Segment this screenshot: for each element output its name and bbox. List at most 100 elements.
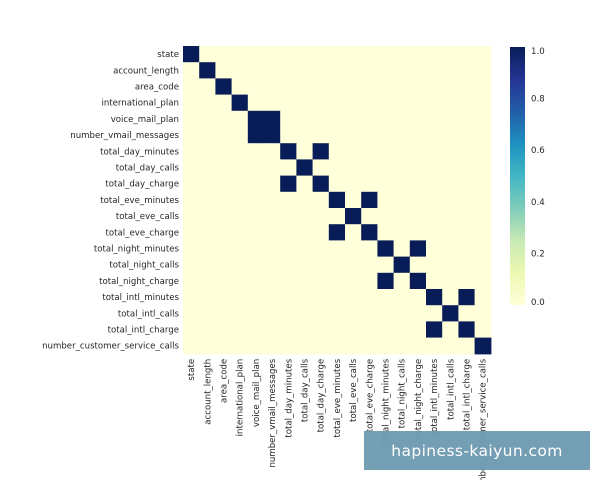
heatmap-cell [442, 46, 459, 63]
heatmap-cell [458, 337, 476, 355]
heatmap-cell [345, 127, 362, 144]
heatmap-cell [296, 321, 314, 339]
heatmap-cell [458, 240, 476, 258]
heatmap-cell [264, 78, 281, 96]
heatmap-cell [312, 240, 330, 258]
heatmap-cell [474, 94, 492, 112]
heatmap-cell [199, 127, 216, 144]
heatmap-cell [247, 224, 265, 241]
heatmap-cell [426, 110, 443, 128]
column-label: total_day_charge [317, 359, 327, 433]
heatmap-cell [377, 46, 395, 63]
heatmap-cell [361, 110, 378, 128]
heatmap-cell [426, 240, 443, 258]
row-label: voice_mail_plan [111, 115, 179, 125]
heatmap-cell [247, 127, 265, 144]
heatmap-cell [183, 208, 200, 225]
heatmap-cell [247, 337, 265, 355]
heatmap-cell [215, 240, 233, 258]
heatmap-cell [442, 289, 459, 306]
heatmap-cell [458, 321, 476, 339]
heatmap-cell [458, 272, 476, 290]
heatmap-cell [345, 94, 362, 112]
heatmap-cell [296, 289, 314, 306]
heatmap-cell [345, 143, 362, 160]
heatmap-cell [377, 127, 395, 144]
heatmap-cell [247, 78, 265, 96]
heatmap-cell [199, 256, 216, 274]
heatmap-cell [426, 305, 443, 322]
heatmap-cell [280, 94, 297, 112]
heatmap-cell [409, 208, 427, 225]
heatmap-cell [377, 159, 395, 177]
heatmap-cell [409, 110, 427, 128]
heatmap-cell [458, 159, 476, 177]
heatmap-cell [296, 208, 314, 225]
heatmap-cell [409, 62, 427, 79]
heatmap-cell [458, 62, 476, 79]
heatmap-cell [280, 289, 297, 306]
heatmap-cell [361, 94, 378, 112]
heatmap-cell [312, 321, 330, 339]
heatmap-cell [312, 62, 330, 79]
heatmap-cell [377, 289, 395, 306]
heatmap-cell [361, 191, 378, 209]
heatmap-cell [409, 94, 427, 112]
heatmap-cell [361, 224, 378, 241]
colorbar-tick-label: 1.0 [531, 47, 545, 57]
heatmap-cell [458, 78, 476, 96]
heatmap-cell [377, 143, 395, 160]
heatmap-cell [458, 143, 476, 160]
heatmap-cell [377, 321, 395, 339]
row-label: total_day_minutes [100, 147, 179, 157]
row-label: total_eve_charge [106, 228, 179, 238]
heatmap-cell [264, 127, 281, 144]
heatmap-cell [393, 337, 411, 355]
heatmap-cell [328, 321, 346, 339]
row-label: international_plan [101, 99, 179, 109]
heatmap-cell [426, 191, 443, 209]
heatmap-cell [442, 62, 459, 79]
row-label: total_intl_calls [118, 309, 180, 319]
heatmap-cell [280, 62, 297, 79]
heatmap-cell [409, 46, 427, 63]
heatmap-cell [377, 191, 395, 209]
heatmap-cell [409, 127, 427, 144]
heatmap-cell [328, 94, 346, 112]
column-label: total_day_calls [301, 358, 311, 422]
heatmap-cell [474, 272, 492, 290]
heatmap-cell [215, 94, 233, 112]
heatmap-cell [231, 240, 249, 258]
heatmap-cell [409, 224, 427, 241]
heatmap-cell [426, 289, 443, 306]
row-label: total_night_calls [109, 261, 179, 271]
heatmap-cell [231, 321, 249, 339]
heatmap-cell [442, 191, 459, 209]
heatmap-cell [247, 175, 265, 193]
heatmap-cell [474, 110, 492, 128]
heatmap-cell [215, 127, 233, 144]
heatmap-cell [183, 62, 200, 79]
heatmap-cell [231, 159, 249, 177]
heatmap-cell [231, 224, 249, 241]
heatmap-cell [215, 337, 233, 355]
heatmap-cell [264, 208, 281, 225]
heatmap-cell [231, 256, 249, 274]
heatmap-cell [264, 110, 281, 128]
heatmap-cell [442, 159, 459, 177]
heatmap-cell [409, 305, 427, 322]
heatmap-cell [264, 94, 281, 112]
heatmap-cell [442, 208, 459, 225]
heatmap-cell [474, 62, 492, 79]
heatmap-cell [215, 110, 233, 128]
heatmap-cell [426, 62, 443, 79]
heatmap-cell [393, 321, 411, 339]
heatmap-cell [183, 110, 200, 128]
heatmap-cell [312, 127, 330, 144]
heatmap-cell [409, 175, 427, 193]
heatmap-cell [361, 240, 378, 258]
heatmap-cell [296, 94, 314, 112]
heatmap-cell [280, 208, 297, 225]
heatmap-cell [393, 256, 411, 274]
heatmap-cell [264, 191, 281, 209]
